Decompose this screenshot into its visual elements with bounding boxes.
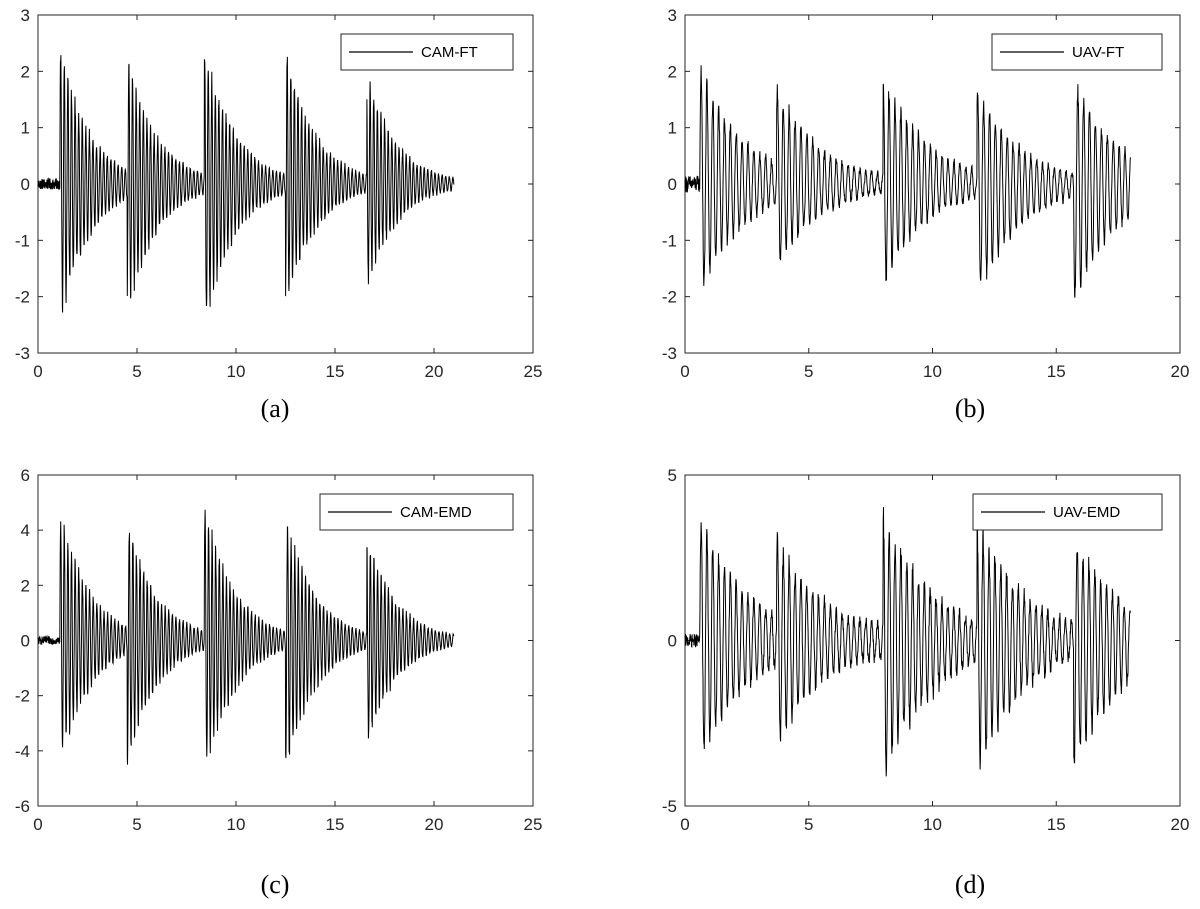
chart-panel-1: 0 5 10 15 20 25 -3 -2 -1 0 1 2 3 CAM-FT (a) [15, 6, 543, 423]
x-tick-label: 5 [804, 362, 813, 381]
x-tick-label: 5 [132, 362, 141, 381]
y-tick-label: 0 [21, 175, 30, 194]
y-tick-label: 0 [21, 632, 30, 651]
y-tick-label: -6 [15, 797, 30, 816]
y-tick-label: 0 [668, 175, 677, 194]
x-tick-label: 10 [227, 362, 246, 381]
x-tick-label: 15 [326, 362, 345, 381]
x-tick-label: 10 [923, 362, 942, 381]
series-line-cam-emd [37, 509, 455, 765]
panel-caption: (a) [261, 394, 290, 423]
x-tick-label: 0 [33, 815, 42, 834]
panel-caption: (c) [261, 870, 290, 899]
y-tick-label: 5 [668, 466, 677, 485]
legend-label: CAM-FT [421, 44, 478, 61]
x-tick-label: 0 [33, 362, 42, 381]
x-tick-label: 0 [680, 815, 689, 834]
x-tick-label: 20 [425, 362, 444, 381]
legend: CAM-FT [340, 33, 514, 71]
legend: UAV-FT [991, 33, 1163, 71]
y-tick-label: 6 [21, 466, 30, 485]
legend-label: UAV-FT [1072, 44, 1124, 61]
y-tick-label: -4 [15, 742, 30, 761]
x-tick-label: 20 [1171, 362, 1190, 381]
y-tick-label: 2 [668, 62, 677, 81]
panel-caption: (b) [955, 394, 985, 423]
x-tick-label: 15 [1047, 815, 1066, 834]
x-tick-label: 20 [425, 815, 444, 834]
legend-label: UAV-EMD [1053, 504, 1120, 521]
y-tick-label: -3 [15, 344, 30, 363]
legend-label: CAM-EMD [400, 504, 472, 521]
y-tick-label: 3 [668, 6, 677, 25]
y-tick-label: -2 [15, 687, 30, 706]
y-tick-label: -5 [662, 797, 677, 816]
x-tick-label: 15 [326, 815, 345, 834]
y-tick-label: -3 [662, 344, 677, 363]
y-tick-label: 4 [21, 521, 30, 540]
series-line-uav-emd [684, 507, 1131, 777]
x-tick-label: 0 [680, 362, 689, 381]
y-tick-label: -1 [15, 231, 30, 250]
y-tick-label: 1 [21, 119, 30, 138]
chart-panel-2: 0 5 10 15 20 -3 -2 -1 0 1 2 3 UAV-FT (b) [662, 6, 1190, 423]
panel-caption: (d) [955, 870, 985, 899]
y-tick-label: 2 [21, 576, 30, 595]
y-tick-label: 2 [21, 62, 30, 81]
x-tick-label: 25 [524, 362, 543, 381]
x-tick-label: 10 [227, 815, 246, 834]
y-tick-label: -2 [662, 288, 677, 307]
y-tick-label: 3 [21, 6, 30, 25]
x-tick-label: 5 [132, 815, 141, 834]
y-tick-label: 1 [668, 119, 677, 138]
x-tick-label: 15 [1047, 362, 1066, 381]
series-line-uav-ft [684, 65, 1131, 298]
x-tick-label: 10 [923, 815, 942, 834]
chart-panel-3: 0 5 10 15 20 25 -6 -4 -2 0 2 4 6 CAM-EMD (c) [15, 466, 543, 899]
x-tick-label: 25 [524, 815, 543, 834]
y-tick-label: -1 [662, 231, 677, 250]
x-tick-label: 5 [804, 815, 813, 834]
series-line-cam-ft [37, 55, 455, 313]
y-tick-label: 0 [668, 632, 677, 651]
y-tick-label: -2 [15, 288, 30, 307]
legend: CAM-EMD [319, 493, 514, 531]
legend: UAV-EMD [972, 493, 1163, 531]
x-tick-label: 20 [1171, 815, 1190, 834]
